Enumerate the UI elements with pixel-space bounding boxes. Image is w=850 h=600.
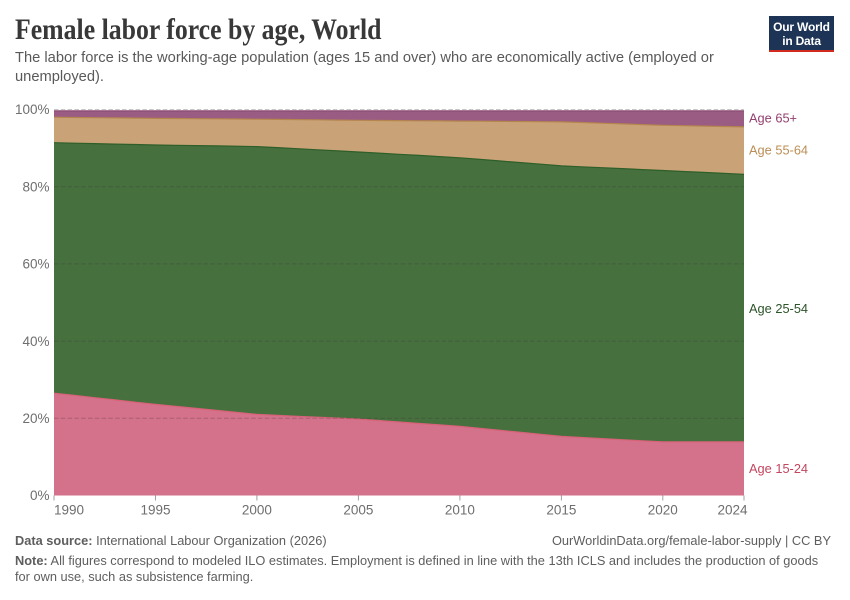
svg-text:0%: 0% [30, 488, 50, 503]
svg-text:20%: 20% [22, 411, 49, 426]
svg-text:Age 65+: Age 65+ [749, 111, 797, 126]
svg-text:1990: 1990 [54, 503, 84, 518]
svg-text:Age 15-24: Age 15-24 [749, 461, 808, 476]
svg-text:2010: 2010 [445, 503, 475, 518]
svg-text:Age 55-64: Age 55-64 [749, 143, 808, 158]
svg-text:2015: 2015 [546, 503, 576, 518]
svg-text:100%: 100% [15, 102, 50, 117]
svg-text:2005: 2005 [343, 503, 373, 518]
svg-text:2000: 2000 [242, 503, 272, 518]
svg-text:1995: 1995 [140, 503, 170, 518]
svg-text:60%: 60% [22, 257, 49, 272]
svg-text:40%: 40% [22, 334, 49, 349]
svg-text:80%: 80% [22, 179, 49, 194]
svg-text:2020: 2020 [648, 503, 678, 518]
svg-text:Age 25-54: Age 25-54 [749, 301, 808, 316]
svg-text:2024: 2024 [717, 503, 748, 518]
